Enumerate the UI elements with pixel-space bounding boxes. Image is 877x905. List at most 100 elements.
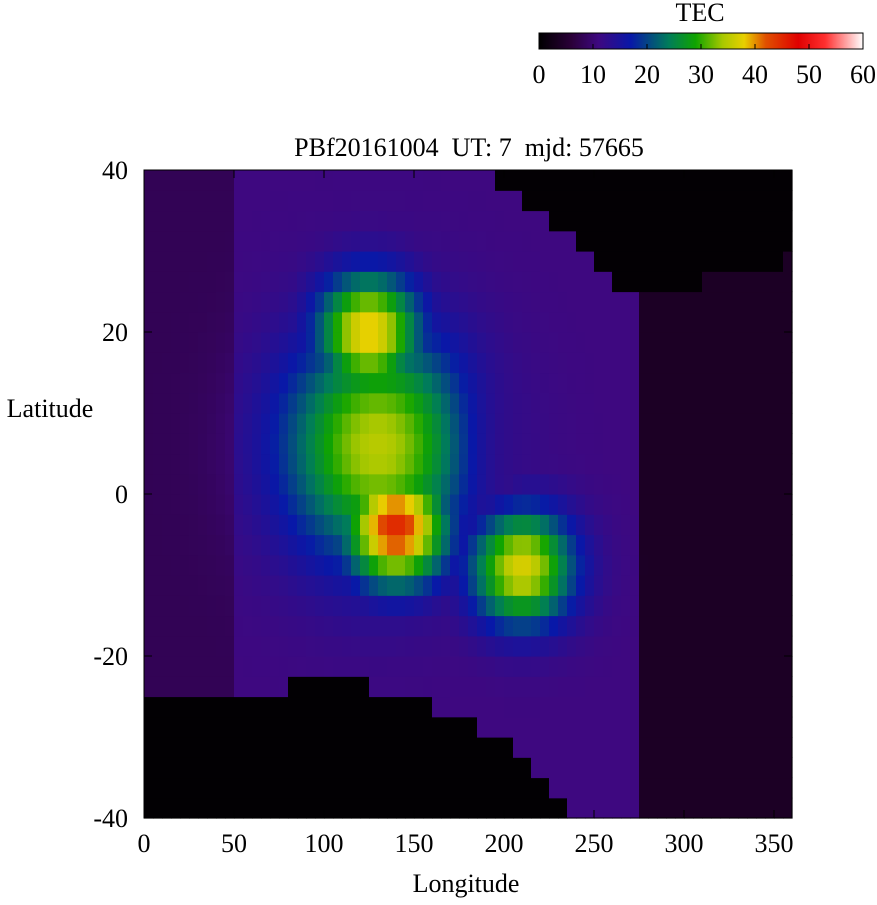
heatmap-cell (216, 372, 226, 394)
heatmap-cell (441, 392, 451, 414)
heatmap-cell (495, 332, 505, 353)
heatmap-cell (459, 635, 469, 657)
heatmap-cell (216, 716, 226, 738)
heatmap-cell (252, 190, 262, 212)
heatmap-cell (513, 757, 523, 779)
heatmap-cell (450, 291, 460, 313)
heatmap-cell (738, 271, 748, 293)
heatmap-cell (747, 514, 757, 536)
heatmap-cell (252, 251, 262, 272)
heatmap-cell (360, 453, 370, 475)
heatmap-cell (450, 453, 460, 475)
heatmap-cell (162, 190, 172, 212)
heatmap-cell (315, 635, 325, 657)
heatmap-cell (207, 352, 217, 374)
heatmap-cell (477, 392, 487, 414)
heatmap-cell (711, 514, 721, 536)
heatmap-cell (144, 514, 154, 536)
heatmap-cell (315, 757, 325, 779)
heatmap-cell (567, 514, 577, 536)
heatmap-cell (252, 696, 262, 718)
heatmap-cell (360, 352, 370, 374)
heatmap-cell (261, 494, 271, 515)
heatmap-cell (423, 311, 433, 333)
heatmap-cell (576, 251, 586, 272)
heatmap-cell (711, 332, 721, 353)
heatmap-cell (459, 595, 469, 617)
heatmap-cell (684, 615, 694, 637)
heatmap-cell (162, 595, 172, 617)
heatmap-cell (432, 494, 442, 515)
heatmap-cell (558, 696, 568, 718)
heatmap-cell (729, 251, 739, 272)
heatmap-cell (621, 210, 631, 232)
heatmap-cell (603, 311, 613, 333)
heatmap-cell (189, 534, 199, 556)
heatmap-cell (756, 534, 766, 556)
heatmap-cell (765, 737, 775, 758)
heatmap-cell (189, 716, 199, 738)
heatmap-cell (531, 170, 541, 191)
heatmap-cell (396, 696, 406, 718)
heatmap-cell (450, 372, 460, 394)
heatmap-cell (576, 514, 586, 536)
heatmap-cell (711, 696, 721, 718)
heatmap-cell (756, 352, 766, 374)
heatmap-cell (243, 737, 253, 758)
heatmap-cell (612, 595, 622, 617)
heatmap-cell (144, 757, 154, 779)
heatmap-cell (153, 615, 163, 637)
x-tick-label: 100 (305, 829, 344, 858)
heatmap-cell (684, 413, 694, 434)
heatmap-cell (738, 534, 748, 556)
y-tick-label: -40 (93, 804, 128, 833)
heatmap-cell (513, 271, 523, 293)
heatmap-cell (657, 595, 667, 617)
heatmap-cell (324, 473, 334, 495)
heatmap-cell (603, 230, 613, 252)
heatmap-cell (432, 676, 442, 698)
heatmap-cell (252, 777, 262, 799)
heatmap-cell (369, 453, 379, 475)
heatmap-cell (585, 453, 595, 475)
heatmap-cell (621, 615, 631, 637)
heatmap-cell (243, 230, 253, 252)
heatmap-cell (387, 413, 397, 434)
heatmap-cell (423, 230, 433, 252)
heatmap-cell (342, 311, 352, 333)
heatmap-cell (765, 392, 775, 414)
heatmap-cell (630, 575, 640, 596)
heatmap-cell (729, 676, 739, 698)
heatmap-cell (486, 413, 496, 434)
heatmap-cell (234, 372, 244, 394)
heatmap-cell (693, 554, 703, 576)
heatmap-cell (747, 392, 757, 414)
heatmap-cell (585, 210, 595, 232)
heatmap-cell (324, 170, 334, 191)
heatmap-cell (414, 352, 424, 374)
heatmap-cell (630, 757, 640, 779)
heatmap-cell (297, 514, 307, 536)
heatmap-cell (522, 696, 532, 718)
heatmap-cell (504, 473, 514, 495)
heatmap-cell (333, 190, 343, 212)
heatmap-cell (756, 797, 766, 819)
heatmap-cell (153, 554, 163, 576)
heatmap-cell (729, 352, 739, 374)
heatmap-cell (450, 332, 460, 353)
heatmap-cell (702, 615, 712, 637)
heatmap-cell (144, 615, 154, 637)
heatmap-cell (252, 392, 262, 414)
heatmap-cell (171, 433, 181, 455)
heatmap-cell (531, 534, 541, 556)
heatmap-cell (729, 757, 739, 779)
heatmap-cell (504, 696, 514, 718)
heatmap-cell (747, 453, 757, 475)
heatmap-cell (765, 190, 775, 212)
heatmap-cell (387, 656, 397, 677)
heatmap-cell (306, 575, 316, 596)
heatmap-cell (747, 332, 757, 353)
heatmap-cell (378, 392, 388, 414)
heatmap-cell (396, 595, 406, 617)
heatmap-cell (576, 453, 586, 475)
